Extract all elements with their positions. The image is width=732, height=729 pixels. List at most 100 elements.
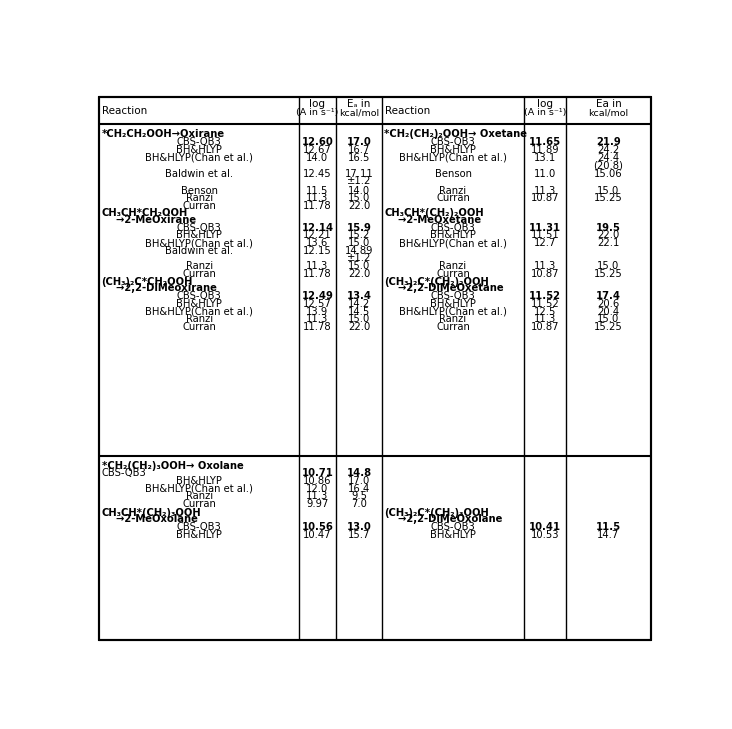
Text: →2-MeOxetane: →2-MeOxetane <box>384 215 482 225</box>
Text: 12.5: 12.5 <box>534 307 556 316</box>
Text: CBS-QB3: CBS-QB3 <box>177 222 222 233</box>
Text: 11.52: 11.52 <box>529 291 561 301</box>
Text: *CH₂(CH₂)₃OOH→ Oxolane: *CH₂(CH₂)₃OOH→ Oxolane <box>102 461 243 470</box>
Text: 11.31: 11.31 <box>529 222 561 233</box>
Text: Ranzi: Ranzi <box>186 314 213 324</box>
Text: 24.2: 24.2 <box>597 145 619 155</box>
Text: Ranzi: Ranzi <box>439 261 466 271</box>
Text: →2,2-DiMeoxirane: →2,2-DiMeoxirane <box>102 284 217 294</box>
Text: 14.8: 14.8 <box>346 468 371 478</box>
Text: (CH₃)₂C*(CH₂)₃OOH: (CH₃)₂C*(CH₂)₃OOH <box>384 507 489 518</box>
Text: BH&HLYP: BH&HLYP <box>176 230 223 241</box>
Text: 10.53: 10.53 <box>531 530 559 540</box>
Text: Ranzi: Ranzi <box>186 193 213 203</box>
Text: BH&HLYP(Chan et al.): BH&HLYP(Chan et al.) <box>145 238 253 248</box>
Text: ±1.2: ±1.2 <box>347 253 371 262</box>
Text: CH₃CH*(CH₂)₂OOH: CH₃CH*(CH₂)₂OOH <box>384 208 484 218</box>
Text: 12.15: 12.15 <box>303 246 332 256</box>
Text: BH&HLYP(Chan et al.): BH&HLYP(Chan et al.) <box>145 152 253 163</box>
Text: 9.5: 9.5 <box>351 491 367 502</box>
Text: 15.25: 15.25 <box>594 193 623 203</box>
Text: 10.47: 10.47 <box>303 530 332 540</box>
Text: CH₃CH*(CH₂)₃OOH: CH₃CH*(CH₂)₃OOH <box>102 507 201 518</box>
Text: 12.45: 12.45 <box>303 169 332 179</box>
Text: 15.2: 15.2 <box>348 230 370 241</box>
Text: kcal/mol: kcal/mol <box>589 109 629 117</box>
Text: Benson: Benson <box>435 169 471 179</box>
Text: CBS-QB3: CBS-QB3 <box>177 291 222 301</box>
Text: 22.0: 22.0 <box>597 230 619 241</box>
Text: (A in s⁻¹): (A in s⁻¹) <box>296 109 339 117</box>
Text: 15.0: 15.0 <box>597 314 619 324</box>
Text: 11.52: 11.52 <box>531 299 559 309</box>
Text: 11.65: 11.65 <box>529 137 561 147</box>
Text: 15.0: 15.0 <box>348 261 370 271</box>
Text: 15.0: 15.0 <box>348 238 370 248</box>
Text: 11.78: 11.78 <box>303 269 332 278</box>
Text: 10.41: 10.41 <box>529 522 561 532</box>
Text: 11.5: 11.5 <box>596 522 621 532</box>
Text: Ea in: Ea in <box>596 98 621 109</box>
Text: CBS-QB3: CBS-QB3 <box>430 137 475 147</box>
Text: 13.4: 13.4 <box>346 291 371 301</box>
Text: Curran: Curran <box>182 269 216 278</box>
Text: 14.2: 14.2 <box>348 299 370 309</box>
Text: 11.89: 11.89 <box>531 145 559 155</box>
Text: Ranzi: Ranzi <box>186 491 213 502</box>
Text: 11.3: 11.3 <box>534 186 556 195</box>
Text: 17.11: 17.11 <box>345 169 373 179</box>
Text: CBS-QB3: CBS-QB3 <box>430 291 475 301</box>
Text: BH&HLYP(Chan et al.): BH&HLYP(Chan et al.) <box>399 152 507 163</box>
Text: Curran: Curran <box>436 322 470 332</box>
Text: 14.7: 14.7 <box>597 530 619 540</box>
Text: 20.4: 20.4 <box>597 307 619 316</box>
Text: Curran: Curran <box>182 499 216 509</box>
Text: log: log <box>310 98 326 109</box>
Text: 11.3: 11.3 <box>306 491 329 502</box>
Text: 12.21: 12.21 <box>303 230 332 241</box>
Text: 21.9: 21.9 <box>596 137 621 147</box>
Text: 15.7: 15.7 <box>348 530 370 540</box>
Text: 10.86: 10.86 <box>303 476 332 486</box>
Text: 10.71: 10.71 <box>302 468 333 478</box>
Text: Benson: Benson <box>181 186 217 195</box>
Text: (CH₃)₂C*CH₂OOH: (CH₃)₂C*CH₂OOH <box>102 276 193 286</box>
Text: 10.56: 10.56 <box>302 522 333 532</box>
Text: BH&HLYP: BH&HLYP <box>430 230 476 241</box>
Text: BH&HLYP: BH&HLYP <box>430 299 476 309</box>
Text: 15.0: 15.0 <box>597 186 619 195</box>
Text: kcal/mol: kcal/mol <box>339 109 379 117</box>
Text: 10.87: 10.87 <box>531 269 559 278</box>
Text: BH&HLYP(Chan et al.): BH&HLYP(Chan et al.) <box>145 307 253 316</box>
Text: BH&HLYP: BH&HLYP <box>176 299 223 309</box>
Text: 14.0: 14.0 <box>307 152 329 163</box>
Text: 16.7: 16.7 <box>348 145 370 155</box>
Text: 12.14: 12.14 <box>302 222 334 233</box>
Text: 11.3: 11.3 <box>306 193 329 203</box>
Text: Eₐ in: Eₐ in <box>347 98 370 109</box>
Text: log: log <box>537 98 553 109</box>
Text: 12.67: 12.67 <box>303 145 332 155</box>
Text: 13.9: 13.9 <box>306 307 329 316</box>
Text: Baldwin et al.: Baldwin et al. <box>165 246 234 256</box>
Text: BH&HLYP(Chan et al.): BH&HLYP(Chan et al.) <box>399 238 507 248</box>
Text: 9.97: 9.97 <box>306 499 329 509</box>
Text: CBS-QB3: CBS-QB3 <box>177 137 222 147</box>
Text: BH&HLYP(Chan et al.): BH&HLYP(Chan et al.) <box>145 483 253 494</box>
Text: 11.3: 11.3 <box>306 314 329 324</box>
Text: Reaction: Reaction <box>102 106 148 116</box>
Text: 22.0: 22.0 <box>348 269 370 278</box>
Text: Curran: Curran <box>182 201 216 211</box>
Text: BH&HLYP(Chan et al.): BH&HLYP(Chan et al.) <box>399 307 507 316</box>
Text: 15.0: 15.0 <box>348 193 370 203</box>
Text: 15.9: 15.9 <box>346 222 371 233</box>
Text: 10.87: 10.87 <box>531 322 559 332</box>
Text: 22.0: 22.0 <box>348 322 370 332</box>
Text: 20.6: 20.6 <box>597 299 619 309</box>
Text: BH&HLYP: BH&HLYP <box>430 530 476 540</box>
Text: 11.78: 11.78 <box>303 201 332 211</box>
Text: 15.25: 15.25 <box>594 322 623 332</box>
Text: 15.06: 15.06 <box>594 169 623 179</box>
Text: CBS-QB3: CBS-QB3 <box>430 222 475 233</box>
Text: *CH₂CH₂OOH→Oxirane: *CH₂CH₂OOH→Oxirane <box>102 129 225 139</box>
